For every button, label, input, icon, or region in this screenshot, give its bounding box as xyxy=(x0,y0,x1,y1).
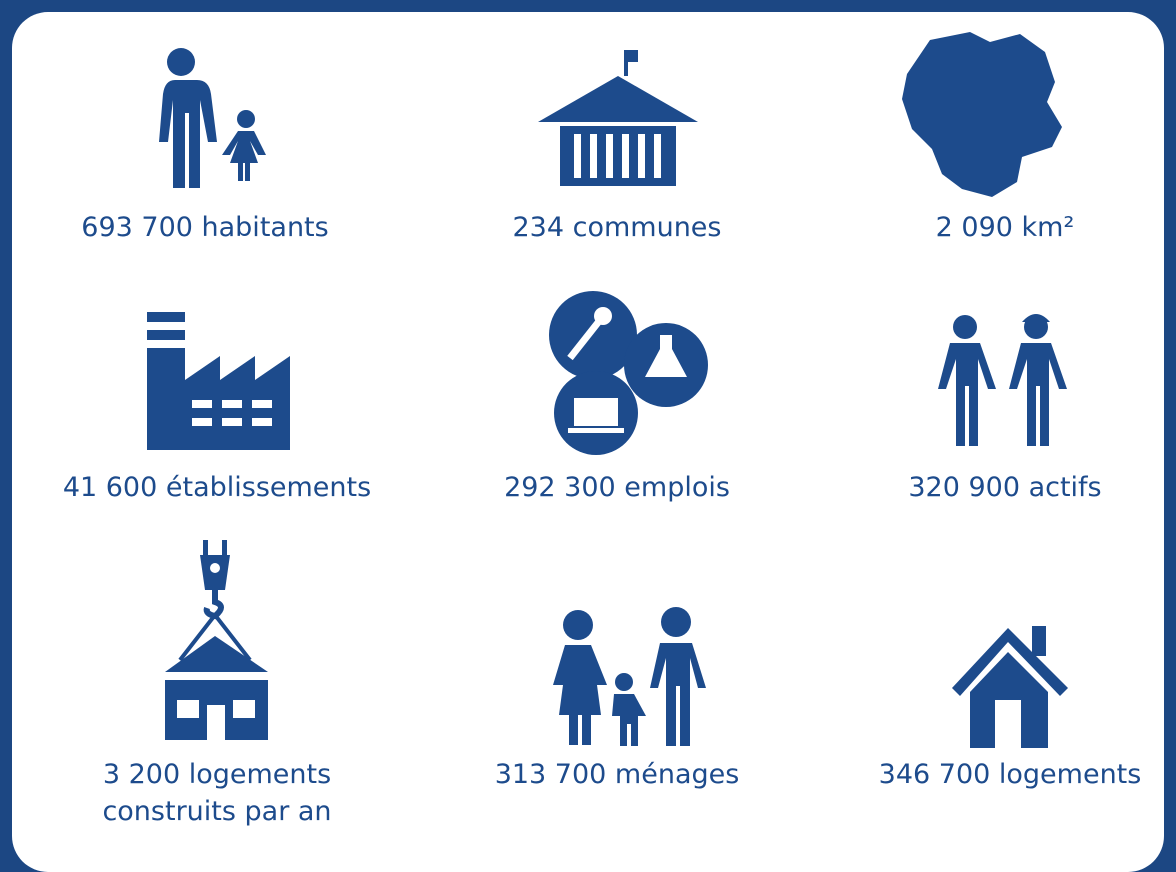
label: construits par an xyxy=(102,796,332,827)
icon-jobs xyxy=(549,291,708,455)
label: 346 700 logements xyxy=(878,759,1142,790)
page: 693 700 habitants 234 communes 2 090 km²… xyxy=(12,12,1164,872)
icon-people xyxy=(159,48,266,188)
label: 693 700 habitants xyxy=(81,212,329,243)
icon-map xyxy=(902,32,1062,197)
label: 2 090 km² xyxy=(935,212,1075,243)
label: 292 300 emplois xyxy=(504,472,730,503)
label: 3 200 logements xyxy=(102,759,332,790)
icon-factory xyxy=(147,312,290,450)
icon-house xyxy=(952,626,1068,748)
label: 320 900 actifs xyxy=(908,472,1102,503)
icon-town-hall xyxy=(538,50,698,186)
label: 41 600 établissements xyxy=(62,472,372,503)
label: 313 700 ménages xyxy=(494,759,740,790)
icons xyxy=(147,32,1068,748)
icon-family xyxy=(553,607,706,746)
icon-crane-house xyxy=(165,540,268,740)
icon-workers xyxy=(938,314,1067,446)
label: 234 communes xyxy=(512,212,722,243)
